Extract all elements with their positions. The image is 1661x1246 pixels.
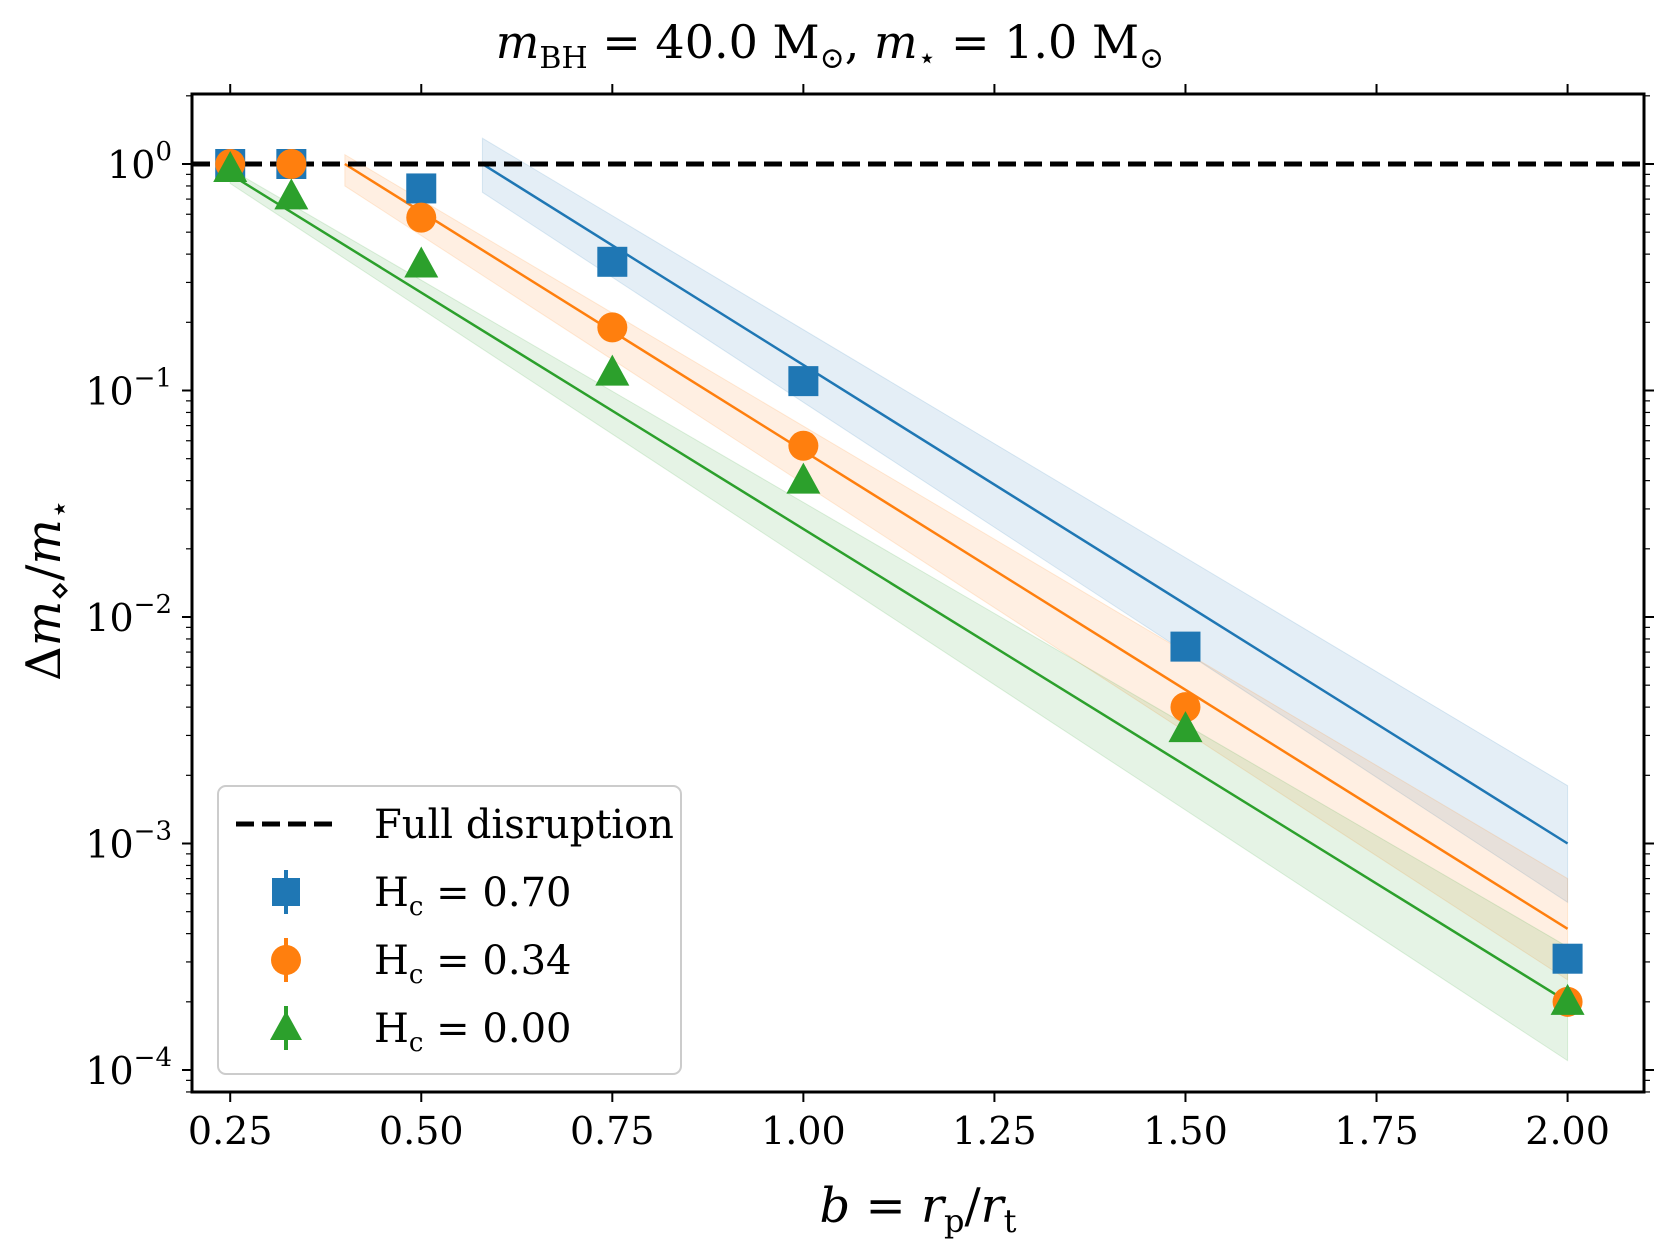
- point-series-1-5: [1170, 692, 1201, 723]
- fit-line-series-1: [344, 162, 1569, 930]
- fit-lines: [229, 162, 1569, 1003]
- legend-entry-hc-000: Hc = 0.00: [270, 1006, 571, 1058]
- x-tick-label-3: 1.00: [761, 1109, 846, 1153]
- point-series-0-4: [788, 366, 819, 397]
- point-series-0-2: [406, 173, 437, 204]
- x-axis: 0.25 0.50 0.75 1.00 1.25 1.50 1.75 2.00: [188, 84, 1610, 1153]
- point-series-2-0: [213, 151, 248, 183]
- point-series-0-5: [1170, 631, 1201, 662]
- x-tick-label-0: 0.25: [188, 1109, 273, 1153]
- x-tick-label-7: 2.00: [1525, 1109, 1610, 1153]
- fit-line-series-2: [229, 173, 1569, 1003]
- x-axis-label: b = rp/rt: [820, 1178, 1017, 1240]
- legend-entry-hc-070: Hc = 0.70: [272, 870, 571, 922]
- y-tick-label-3: 10−3: [85, 817, 172, 867]
- point-series-0-3: [597, 246, 628, 277]
- point-series-2-6: [1550, 983, 1585, 1015]
- legend-box: [217, 785, 682, 1075]
- legend-marker-triangle: [270, 1011, 302, 1040]
- y-tick-label-4: 10−4: [85, 1043, 172, 1093]
- point-series-1-3: [597, 312, 628, 343]
- fit-line-series-0: [481, 162, 1569, 845]
- confidence-bands: [229, 137, 1569, 1062]
- point-series-1-2: [406, 202, 437, 233]
- point-series-2-1: [274, 178, 309, 210]
- data-points: [213, 149, 1585, 1017]
- point-series-2-3: [595, 354, 630, 386]
- x-tick-label-6: 1.75: [1334, 1109, 1419, 1153]
- y-axis: 100 10−1 10−2 10−3 10−4: [85, 95, 1654, 1093]
- point-series-1-1: [276, 149, 307, 179]
- y-tick-label-1: 10−1: [85, 364, 172, 414]
- plot-frame: [190, 92, 1646, 1094]
- x-tick-label-2: 0.75: [570, 1109, 655, 1153]
- chart-title: mBH = 40.0 M⊙, m⋆ = 1.0 M⊙: [496, 15, 1164, 76]
- point-series-0-6: [1552, 943, 1583, 974]
- point-series-2-4: [786, 462, 821, 494]
- band-series-0: [481, 137, 1569, 904]
- y-tick-label-0: 100: [107, 137, 172, 187]
- y-tick-label-2: 10−2: [85, 590, 172, 640]
- legend-label-hc-034: Hc = 0.34: [374, 938, 571, 990]
- legend-marker-circle: [271, 945, 301, 975]
- legend-label-full-disruption: Full disruption: [374, 802, 674, 848]
- band-series-1: [344, 153, 1569, 981]
- legend-entry-hc-034: Hc = 0.34: [271, 938, 571, 990]
- x-tick-label-1: 0.50: [379, 1109, 464, 1153]
- x-tick-label-5: 1.50: [1143, 1109, 1228, 1153]
- legend-marker-square: [272, 878, 300, 906]
- legend-label-hc-000: Hc = 0.00: [374, 1006, 571, 1058]
- x-tick-label-4: 1.25: [952, 1109, 1037, 1153]
- point-series-2-2: [404, 246, 439, 278]
- y-axis-label: Δm⋄/m⋆: [16, 499, 78, 681]
- point-series-1-4: [788, 430, 819, 461]
- point-series-2-5: [1168, 711, 1203, 743]
- legend-label-hc-070: Hc = 0.70: [374, 870, 571, 922]
- legend: Full disruption Hc = 0.70 Hc = 0.34 Hc =…: [217, 785, 682, 1075]
